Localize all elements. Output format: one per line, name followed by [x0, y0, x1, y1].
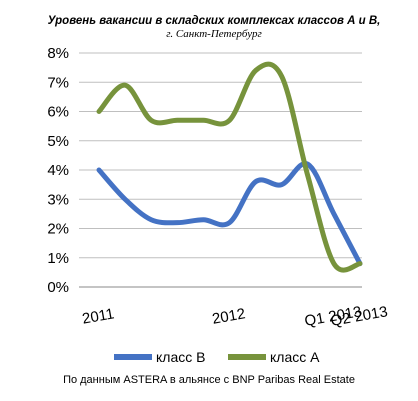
- series-line-class-b: [96, 161, 363, 267]
- y-tick-label: 7%: [47, 74, 69, 91]
- y-tick-label: 6%: [47, 104, 69, 121]
- y-tick-label: 5%: [47, 133, 69, 150]
- series-lines: [96, 61, 363, 273]
- y-tick-label: 2%: [47, 221, 69, 238]
- y-tick-label: 0%: [47, 279, 69, 296]
- x-tick-label: 2012: [211, 305, 247, 328]
- source-note: По данным ASTERA в альянсе с BNP Paribas…: [63, 374, 355, 386]
- y-tick-label: 8%: [47, 45, 69, 62]
- legend-label-class-a: класс А: [270, 349, 320, 365]
- x-tick-label: 2011: [81, 305, 116, 327]
- y-axis-ticks: 0% 1% 2% 3% 4% 5% 6% 7% 8%: [47, 45, 69, 296]
- y-tick-label: 3%: [47, 191, 69, 208]
- y-tick-label: 1%: [47, 250, 69, 267]
- legend: класс В класс А: [114, 349, 320, 365]
- series-line-class-a: [96, 61, 363, 273]
- legend-label-class-b: класс В: [156, 349, 205, 365]
- y-tick-label: 4%: [47, 162, 69, 179]
- chart-title: Уровень вакансии в складских комплексах …: [48, 15, 381, 27]
- chart-subtitle: г. Санкт-Петербург: [166, 28, 262, 40]
